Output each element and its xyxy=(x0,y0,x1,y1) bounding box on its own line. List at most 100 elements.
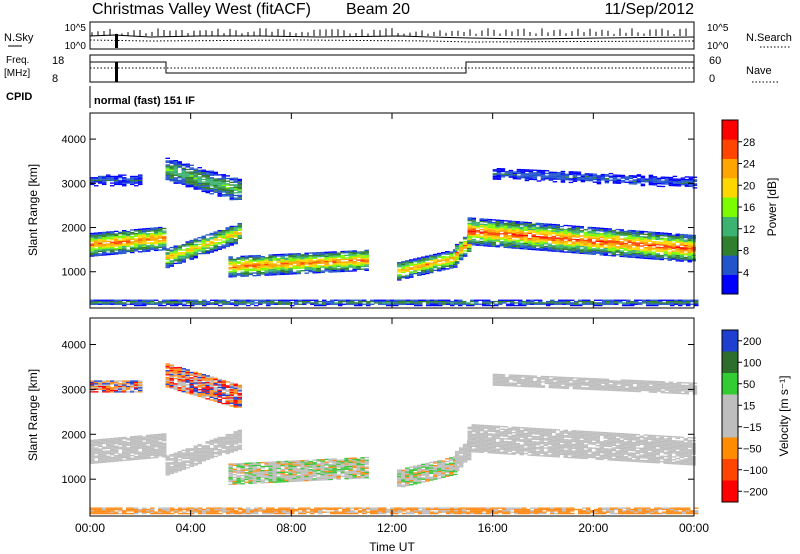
power-cell xyxy=(197,243,202,246)
power-cell xyxy=(217,232,222,235)
power-cell xyxy=(126,244,131,246)
power-cell xyxy=(158,236,163,238)
power-cell xyxy=(288,257,293,259)
power-cell xyxy=(221,178,226,180)
power-cell xyxy=(627,251,632,253)
power-cell xyxy=(584,173,590,175)
velocity-cell xyxy=(122,436,127,439)
velocity-cell xyxy=(260,469,265,472)
velocity-cell xyxy=(336,478,341,480)
power-cell xyxy=(418,302,423,304)
power-cell xyxy=(250,300,255,303)
power-cell xyxy=(260,273,265,275)
power-cell xyxy=(177,174,182,176)
power-cell xyxy=(576,172,582,175)
power-cell xyxy=(169,177,174,179)
power-cell xyxy=(126,300,131,303)
power-cell xyxy=(483,229,488,231)
velocity-cell xyxy=(405,478,410,480)
power-cell xyxy=(591,237,596,239)
power-cell xyxy=(672,179,678,182)
power-cell xyxy=(260,264,265,266)
power-cell xyxy=(106,177,111,179)
power-cell xyxy=(201,190,206,193)
velocity-cell xyxy=(324,458,329,461)
power-cell xyxy=(600,176,606,178)
power-cell xyxy=(612,179,618,182)
power-cell xyxy=(158,230,163,233)
power-cell xyxy=(607,230,612,233)
power-cell xyxy=(292,253,297,255)
power-cell xyxy=(209,243,214,245)
power-cell xyxy=(531,226,536,228)
power-cell xyxy=(535,241,540,243)
power-cell xyxy=(658,303,663,305)
power-cell xyxy=(201,243,206,245)
velocity-cell xyxy=(364,467,369,469)
power-cell xyxy=(98,300,103,303)
velocity-cell xyxy=(134,457,139,459)
velocity-cell xyxy=(236,483,241,485)
power-cell xyxy=(370,299,375,301)
power-cell xyxy=(560,174,566,177)
power-cell xyxy=(524,174,530,176)
power-cell xyxy=(177,175,182,178)
power-cell xyxy=(635,253,640,255)
power-cell xyxy=(386,300,391,303)
power-cell xyxy=(193,177,198,180)
power-cell xyxy=(122,245,127,248)
power-cell xyxy=(266,303,271,305)
power-cell xyxy=(173,166,178,168)
power-cell xyxy=(240,275,245,277)
power-cell xyxy=(580,180,586,183)
power-cell xyxy=(169,170,174,173)
power-cell xyxy=(539,233,544,235)
velocity-cell xyxy=(213,440,218,443)
power-cell xyxy=(158,245,163,247)
power-cell xyxy=(405,268,410,270)
power-cell xyxy=(110,249,115,251)
power-cell xyxy=(559,247,564,249)
power-cell xyxy=(667,246,672,248)
power-cell xyxy=(566,303,571,305)
power-cell xyxy=(571,225,576,227)
power-cell xyxy=(528,169,534,171)
power-cell xyxy=(150,234,155,236)
velocity-cell xyxy=(142,445,147,448)
velocity-cell xyxy=(356,466,361,469)
velocity-cell xyxy=(425,477,430,479)
power-cell xyxy=(567,241,572,243)
power-cell xyxy=(515,246,520,248)
power-colorbar-tick-label: 12 xyxy=(743,224,755,236)
power-cell xyxy=(138,241,143,244)
power-cell xyxy=(599,234,604,236)
power-cell xyxy=(90,234,95,236)
power-cell xyxy=(475,223,480,225)
power-cell xyxy=(632,180,638,182)
power-cell xyxy=(492,170,498,172)
power-cell xyxy=(122,231,127,233)
velocity-cell xyxy=(248,463,253,466)
power-cell xyxy=(579,242,584,244)
power-cell xyxy=(90,255,95,257)
power-cell xyxy=(651,234,656,236)
velocity-cell xyxy=(284,479,289,481)
power-cell xyxy=(194,300,199,303)
velocity-cell xyxy=(316,465,321,468)
velocity-cell xyxy=(217,436,222,439)
power-cell xyxy=(615,254,620,256)
power-cell xyxy=(213,182,218,184)
power-cell xyxy=(110,179,115,182)
power-cell xyxy=(138,244,143,246)
power-cell xyxy=(130,241,135,243)
power-cell xyxy=(237,229,242,231)
power-cell xyxy=(504,172,510,174)
velocity-cell xyxy=(150,445,155,447)
power-cell xyxy=(458,258,464,261)
power-cell xyxy=(623,252,628,254)
power-cell xyxy=(181,257,186,259)
power-cell xyxy=(551,246,556,248)
power-cell xyxy=(425,256,430,259)
velocity-cell xyxy=(150,446,155,448)
power-cell xyxy=(566,302,571,304)
